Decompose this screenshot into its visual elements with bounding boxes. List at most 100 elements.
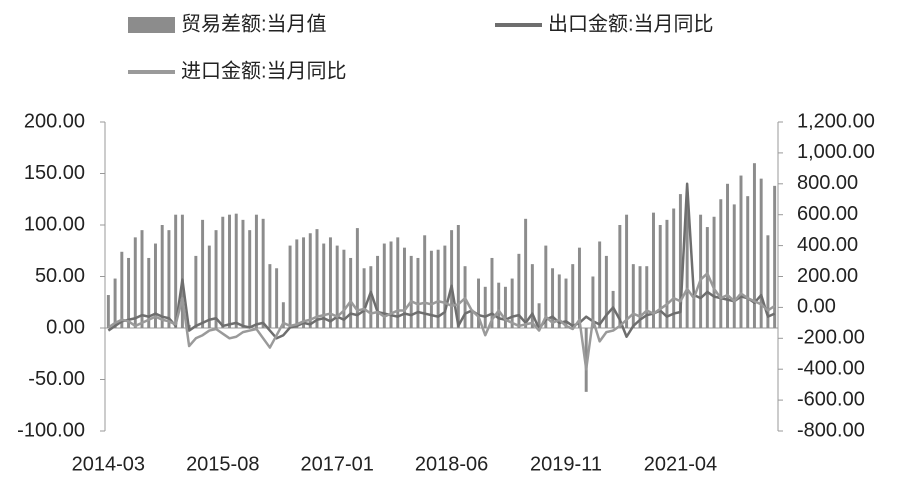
bar [201, 219, 205, 328]
y-tick-label: 100.00 [24, 213, 85, 235]
y2-tick-label: 0.00 [797, 296, 836, 318]
bar [396, 237, 400, 328]
bar [281, 302, 285, 328]
bar [443, 245, 447, 328]
bar [167, 230, 171, 328]
bar [241, 219, 245, 328]
bar [625, 214, 629, 328]
y2-tick-label: -200.00 [797, 327, 865, 349]
bar [288, 245, 292, 328]
bar [120, 251, 124, 328]
bar [315, 229, 319, 328]
y-tick-label: 50.00 [35, 265, 85, 287]
y2-tick-label: -800.00 [797, 419, 865, 441]
bar [362, 268, 366, 328]
x-tick-label: 2014-03 [72, 453, 145, 475]
y-tick-label: -50.00 [28, 368, 85, 390]
bar [369, 266, 373, 328]
bar [645, 266, 649, 328]
bar [477, 278, 480, 328]
y2-tick-label: -400.00 [797, 357, 865, 379]
y2-tick-label: 1,200.00 [797, 110, 875, 132]
bar [429, 250, 433, 328]
legend-label: 出口金额:当月同比 [548, 12, 714, 35]
bar [207, 245, 211, 328]
y2-tick-label: 1,000.00 [797, 141, 875, 163]
bar [517, 253, 521, 328]
x-tick-label: 2021-04 [644, 453, 717, 475]
bar [382, 243, 386, 328]
x-tick-label: 2017-01 [300, 453, 373, 475]
bar [221, 216, 225, 328]
bar [564, 278, 568, 328]
bar [692, 297, 696, 328]
legend-swatch [128, 17, 175, 33]
y2-tick-label: 200.00 [797, 265, 858, 287]
bar [638, 266, 642, 328]
y2-tick-label: -600.00 [797, 388, 865, 410]
y-tick-label: 150.00 [24, 162, 85, 184]
bar [268, 264, 272, 328]
bar [328, 237, 332, 328]
bar [160, 225, 164, 328]
bar [194, 255, 198, 328]
bar [436, 249, 440, 328]
bar [759, 178, 763, 328]
bar [752, 163, 756, 328]
bar [665, 219, 669, 328]
x-tick-label: 2019-11 [530, 453, 602, 475]
bar [699, 214, 703, 328]
bar [591, 276, 595, 328]
bar [106, 295, 110, 328]
bar [557, 274, 561, 328]
bar [726, 183, 730, 328]
bar [322, 243, 326, 328]
bar [403, 247, 406, 328]
bar [652, 212, 655, 328]
bar [127, 257, 131, 328]
bar [705, 227, 709, 328]
bar [510, 278, 514, 328]
bar [228, 214, 231, 328]
bar [746, 196, 750, 328]
bar [450, 230, 454, 328]
y2-tick-label: 800.00 [797, 172, 858, 194]
bar [355, 228, 359, 328]
bar [604, 255, 608, 328]
bar [302, 237, 306, 328]
bar [537, 303, 541, 328]
bar [342, 249, 346, 328]
bar [551, 268, 555, 328]
bar [174, 214, 178, 328]
bar [672, 208, 676, 328]
bar [719, 199, 723, 328]
bar [598, 241, 602, 328]
bar [470, 309, 474, 328]
bar [712, 216, 716, 328]
bar [773, 185, 777, 328]
y-tick-label: 0.00 [46, 316, 85, 338]
y-tick-label: -100.00 [17, 419, 85, 441]
bar [631, 264, 635, 328]
legend-label: 进口金额:当月同比 [181, 59, 347, 82]
bar [732, 204, 736, 328]
bar [214, 230, 218, 328]
bar [658, 225, 662, 328]
bar [234, 213, 238, 328]
bar [261, 218, 265, 328]
bar [153, 243, 157, 328]
bar [423, 235, 427, 328]
line [107, 272, 776, 371]
legend-label: 贸易差额:当月值 [181, 12, 327, 35]
x-tick-label: 2018-06 [415, 453, 488, 475]
bar [133, 237, 137, 328]
bar [416, 257, 420, 328]
bar [295, 239, 299, 328]
bar [456, 225, 460, 328]
bar [618, 225, 622, 328]
bar [530, 264, 534, 328]
bar [335, 245, 339, 328]
bar [483, 286, 487, 328]
bar [147, 257, 151, 328]
